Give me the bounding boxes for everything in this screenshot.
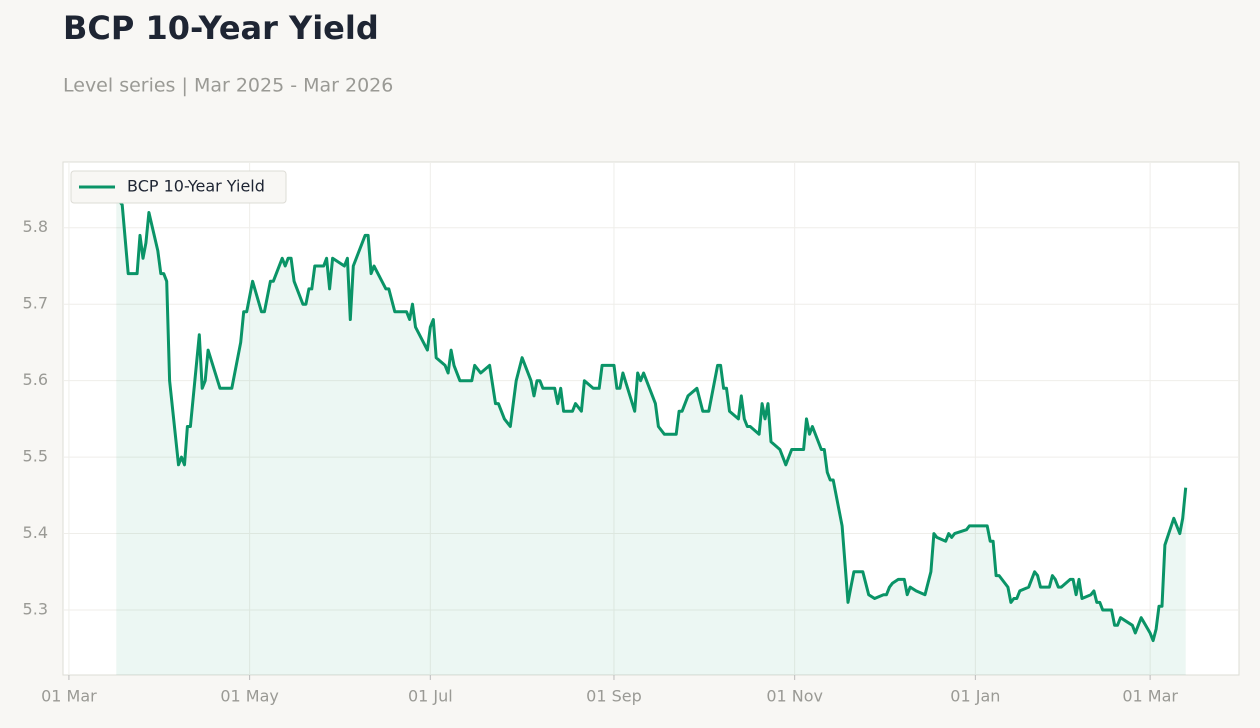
- legend-box: [70, 170, 287, 204]
- y-tick-label: 5.6: [23, 370, 48, 389]
- y-tick-label: 5.5: [23, 447, 48, 466]
- area-fill: [116, 197, 1186, 675]
- x-tick-label: 01 Jul: [408, 687, 453, 706]
- x-tick-label: 01 Mar: [1122, 687, 1178, 706]
- y-tick-label: 5.7: [23, 294, 48, 313]
- chart-subtitle: Level series | Mar 2025 - Mar 2026: [63, 75, 393, 97]
- plot-area: [62, 161, 1240, 676]
- x-tick-label: 01 May: [220, 687, 279, 706]
- line: [115, 196, 1188, 643]
- y-tick-label: 5.3: [23, 600, 48, 619]
- y-tick-label: 5.8: [23, 217, 48, 236]
- y-tick-label: 5.4: [23, 523, 48, 542]
- x-tick-label: 01 Nov: [766, 687, 823, 706]
- legend-label: BCP 10-Year Yield: [127, 177, 265, 196]
- x-tick-label: 01 Mar: [41, 687, 97, 706]
- chart-title: BCP 10-Year Yield: [63, 9, 379, 47]
- x-tick-label: 01 Jan: [950, 687, 1000, 706]
- x-tick-label: 01 Sep: [586, 687, 642, 706]
